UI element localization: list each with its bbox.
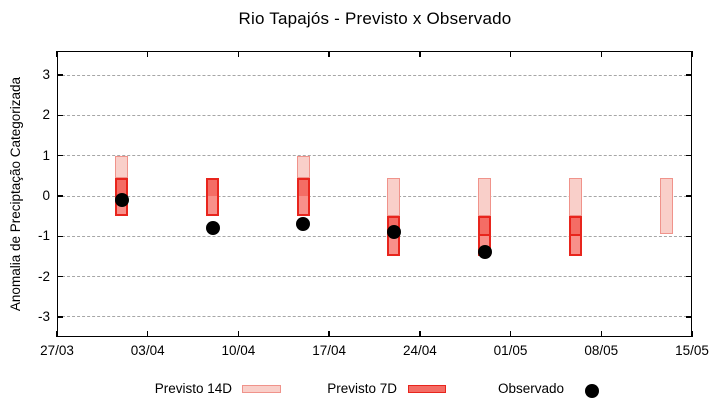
x-tick-label: 17/04 (312, 343, 347, 358)
box-previsto-7d-upper (117, 179, 127, 196)
legend-label-observado: Observado (497, 381, 564, 396)
x-tick-label: 24/04 (402, 343, 437, 358)
x-tick-label: 27/03 (40, 343, 74, 358)
y-tick-right (686, 74, 692, 76)
x-tick-label: 01/05 (493, 343, 528, 358)
gridline (57, 316, 692, 318)
y-tick-label: 2 (42, 107, 50, 123)
x-tick-top (419, 51, 421, 57)
x-tick-bottom (328, 331, 330, 337)
gridline (57, 276, 692, 278)
y-tick-label: 3 (42, 67, 50, 83)
x-tick-bottom (419, 331, 421, 337)
observed-dot (114, 193, 129, 208)
legend-label-previsto-14d: Previsto 14D (154, 381, 232, 396)
x-tick-top (328, 51, 330, 57)
x-tick-label: 03/04 (130, 343, 165, 358)
legend-swatch-previsto-14d-icon (242, 385, 281, 393)
box-previsto-14d (296, 155, 310, 178)
y-tick-left (57, 195, 63, 197)
box-previsto-14d (387, 177, 401, 217)
y-tick-label: -3 (37, 308, 50, 324)
y-tick-label: 1 (42, 147, 50, 163)
box-previsto-7d-upper (570, 218, 580, 237)
x-tick-bottom (600, 331, 603, 337)
box-previsto-14d (115, 155, 129, 178)
x-tick-label: 15/05 (675, 343, 709, 358)
observed-dot (386, 225, 401, 240)
gridline (57, 74, 692, 76)
y-tick-right (686, 275, 692, 278)
x-tick-bottom (691, 331, 693, 337)
legend-dot-observado-icon (585, 384, 599, 398)
gridline (57, 195, 692, 197)
x-tick-bottom (237, 331, 240, 337)
legend-swatch-previsto-7d-icon (408, 385, 446, 393)
y-tick-left (57, 114, 63, 117)
x-tick-label: 08/05 (584, 343, 619, 358)
x-tick-top (509, 51, 512, 57)
x-tick-label: 10/04 (221, 343, 256, 358)
y-tick-label: -1 (37, 228, 50, 244)
y-tick-right (686, 316, 692, 318)
box-previsto-7d-upper (208, 179, 217, 196)
x-tick-top (237, 51, 240, 57)
box-previsto-14d (568, 177, 582, 217)
box-previsto-14d (659, 177, 673, 235)
y-tick-right (686, 114, 692, 117)
y-tick-left (57, 74, 63, 76)
chart-title: Rio Tapajós - Previsto x Observado (238, 9, 512, 28)
observed-dot (477, 245, 492, 260)
y-tick-left (57, 235, 63, 238)
box-previsto-14d (478, 177, 492, 217)
x-tick-top (146, 51, 149, 57)
y-tick-label: -2 (37, 268, 50, 284)
y-tick-right (686, 154, 692, 157)
x-tick-top (691, 51, 693, 57)
gridline (57, 155, 692, 157)
x-tick-top (600, 51, 603, 57)
box-previsto-7d-upper (298, 179, 308, 196)
observed-dot (205, 221, 220, 236)
gridline (57, 235, 692, 237)
y-tick-left (57, 275, 63, 278)
y-tick-left (57, 316, 63, 318)
x-tick-bottom (146, 331, 149, 337)
gridline (57, 114, 692, 116)
observed-dot (296, 217, 311, 232)
plot-frame (57, 51, 692, 337)
x-tick-bottom (509, 331, 512, 337)
y-tick-right (686, 195, 692, 197)
y-tick-left (57, 154, 63, 157)
box-previsto-7d-upper (480, 218, 490, 237)
legend-label-previsto-7d: Previsto 7D (327, 381, 397, 396)
y-tick-right (686, 235, 692, 238)
y-tick-label: 0 (42, 188, 50, 203)
